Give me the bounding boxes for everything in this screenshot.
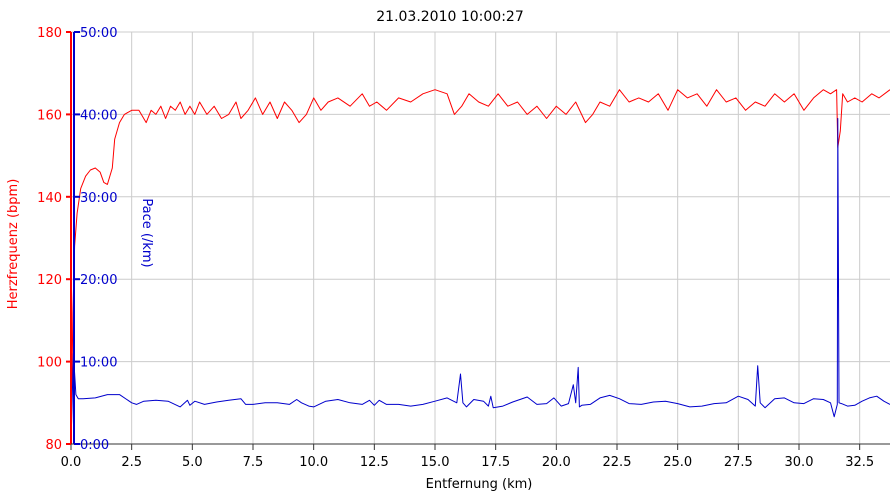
y-left-tick-label: 140 [37, 191, 62, 206]
x-tick-label: 22.5 [603, 455, 632, 470]
y-right-tick-label: 10:00 [80, 356, 117, 371]
grid [71, 31, 890, 444]
x-tick-label: 10.0 [299, 455, 328, 470]
x-tick-label: 20.0 [542, 455, 571, 470]
x-tick-label: 30.0 [785, 455, 814, 470]
heart-rate-series-line [70, 89, 890, 445]
x-tick-label: 25.0 [663, 455, 692, 470]
x-tick-label: 15.0 [421, 455, 450, 470]
x-tick-label: 2.5 [121, 455, 142, 470]
y-right-tick-label: 30:00 [80, 191, 117, 206]
y-left-tick-label: 120 [37, 273, 62, 288]
x-tick-label: 27.5 [724, 455, 753, 470]
ticks: 0.0 2.5 5.0 7.5 10.0 12.5 15.0 17.5 20.0 22.5 25.0… [37, 26, 874, 470]
x-axis-title: Entfernung (km) [426, 477, 533, 492]
x-tick-label: 32.5 [845, 455, 874, 470]
y-right-tick-label: 20:00 [80, 273, 117, 288]
y-right-axis-title: Pace (/km) [139, 198, 154, 267]
y-left-tick-label: 160 [37, 108, 62, 123]
y-left-tick-label: 180 [37, 26, 62, 41]
y-right-tick-label: 0:00 [80, 438, 109, 453]
x-tick-label: 17.5 [481, 455, 510, 470]
y-left-tick-label: 80 [45, 438, 62, 453]
y-right-tick-label: 40:00 [80, 108, 117, 123]
y-right-tick-label: 50:00 [80, 26, 117, 41]
pace-series-line [70, 118, 890, 445]
y-left-tick-label: 100 [37, 356, 62, 371]
x-tick-label: 5.0 [182, 455, 203, 470]
chart-title: 21.03.2010 10:00:27 [376, 9, 524, 25]
x-tick-label: 7.5 [243, 455, 264, 470]
y-left-axis-title: Herzfrequenz (bpm) [6, 179, 21, 310]
x-tick-label: 0.0 [61, 455, 82, 470]
x-tick-label: 12.5 [360, 455, 389, 470]
series-layer [70, 89, 890, 445]
